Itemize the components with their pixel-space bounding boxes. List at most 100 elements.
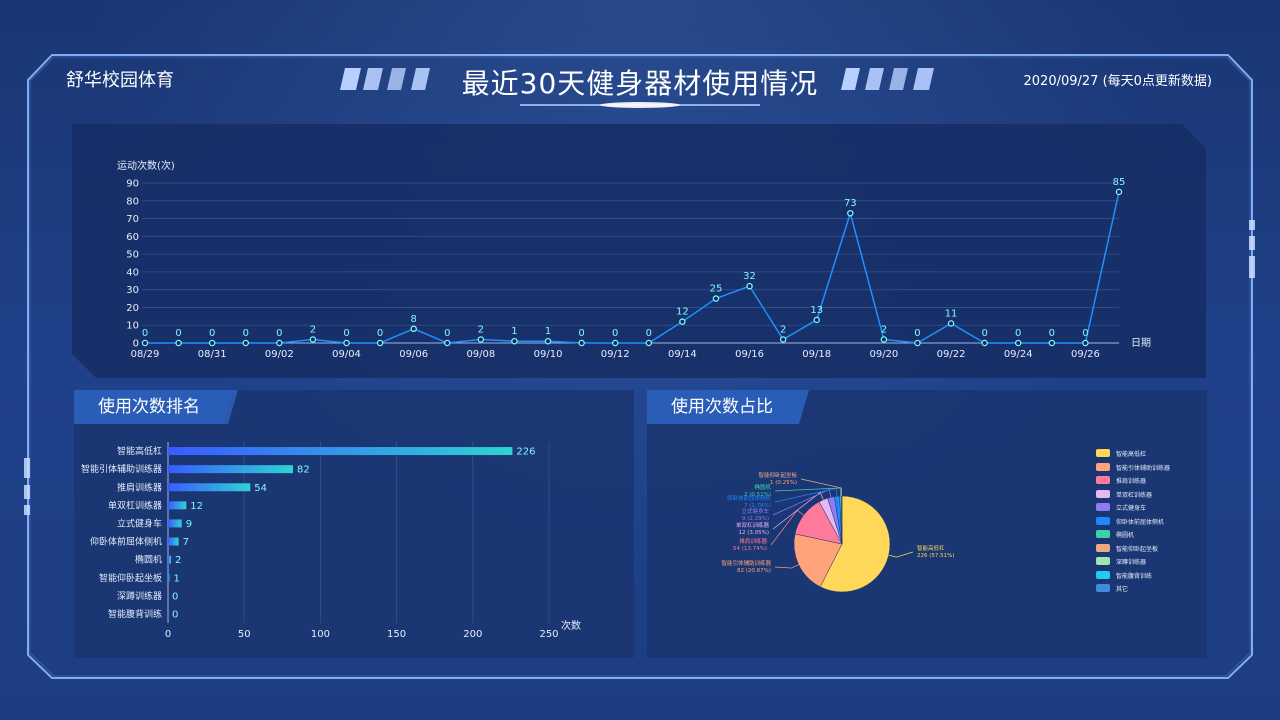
data-point — [847, 209, 854, 217]
legend-swatch — [1096, 584, 1110, 592]
data-point — [1048, 339, 1056, 347]
side-marker-right — [1249, 236, 1255, 250]
y-tick-label: 80 — [126, 196, 139, 207]
brand-name: 舒华校园体育 — [66, 70, 174, 91]
x-axis-label: 日期 — [1131, 337, 1151, 349]
legend-label: 智能引体辅助训练器 — [1116, 464, 1171, 472]
legend-swatch — [1096, 476, 1110, 484]
legend-label: 单双杠训练器 — [1116, 491, 1153, 499]
pie-slice-value: 1 (0.25%) — [770, 480, 797, 486]
bar — [168, 573, 170, 582]
legend-swatch — [1096, 530, 1110, 538]
pie-slice-value: 226 (57.51%) — [917, 553, 955, 559]
data-label: 25 — [710, 284, 723, 295]
y-tick-label: 20 — [126, 303, 139, 314]
x-tick-label: 09/14 — [668, 349, 697, 360]
data-label: 32 — [743, 271, 756, 282]
y-tick-label: 30 — [126, 285, 139, 296]
y-tick-label: 90 — [126, 179, 139, 190]
bar-value-label: 82 — [297, 465, 310, 476]
data-point — [242, 339, 250, 347]
usage-ranking-panel: 使用次数排名 0 50 100 150 200 250 次数 智能高低杠 226 智能引体辅助训练… — [74, 390, 634, 658]
usage-share-title: 使用次数占比 — [671, 397, 773, 417]
legend-swatch — [1096, 516, 1110, 525]
bar — [168, 483, 251, 492]
data-label: 0 — [981, 328, 987, 339]
pie-slice-label: 智能高低杠 — [917, 544, 945, 552]
daily-usage-panel: 0 10 20 30 40 50 60 70 80 90 运动次数(次) 日期 08/29 08/31 09… — [72, 124, 1206, 378]
data-label: 1 — [511, 326, 517, 337]
page-title: 最近30天健身器材使用情况 — [461, 67, 819, 100]
data-label: 0 — [276, 328, 282, 339]
data-label: 0 — [377, 328, 383, 339]
x-tick-label: 50 — [238, 629, 251, 640]
x-tick-label: 09/04 — [332, 349, 361, 360]
data-label: 0 — [612, 328, 618, 339]
category-label: 立式健身车 — [117, 517, 162, 529]
category-label: 智能引体辅助训练器 — [81, 463, 162, 475]
data-point — [175, 339, 182, 347]
data-label: 0 — [142, 328, 148, 339]
data-point — [410, 325, 417, 333]
category-label: 智能高低杠 — [117, 445, 162, 457]
bar — [168, 519, 182, 528]
category-label: 智能腹背训练 — [108, 608, 162, 620]
bar-value-label: 1 — [174, 573, 180, 584]
usage-share-panel: 使用次数占比 智能高低杠 226 (57.51%) 智能引体辅助训练器 82 (20.… — [647, 390, 1207, 658]
legend-label: 其它 — [1116, 586, 1129, 593]
category-label: 深蹲训练器 — [117, 590, 162, 602]
x-tick-label: 09/18 — [802, 349, 831, 360]
side-marker-right — [1249, 256, 1255, 278]
pie-slice-value: 9 (2.29%) — [742, 516, 769, 522]
legend-swatch — [1096, 557, 1110, 565]
category-label: 仰卧体前屈体侧机 — [90, 536, 162, 548]
data-label: 2 — [780, 324, 786, 335]
y-tick-label: 50 — [126, 250, 139, 261]
x-axis-label: 次数 — [561, 619, 581, 632]
y-axis-label: 运动次数(次) — [117, 159, 175, 172]
data-point — [343, 339, 350, 347]
pie-slice-label: 智能仰卧起坐板 — [758, 471, 797, 479]
pie-slice-value: 82 (20.87%) — [737, 568, 771, 574]
data-point — [544, 337, 552, 345]
usage-ranking-title: 使用次数排名 — [98, 397, 200, 417]
x-tick-label: 09/26 — [1071, 349, 1100, 360]
data-point — [276, 339, 283, 347]
pie-slice-label: 推肩训练器 — [739, 537, 767, 545]
data-label: 0 — [914, 328, 920, 339]
y-tick-label: 40 — [126, 267, 139, 278]
data-point — [1082, 339, 1089, 347]
data-point — [981, 339, 988, 347]
data-point — [477, 336, 485, 343]
header-decor-right — [841, 68, 934, 90]
legend-swatch — [1096, 503, 1110, 511]
bar — [168, 555, 172, 564]
pie-leader-line — [772, 491, 824, 530]
usage-share-panel-bg — [647, 390, 1207, 658]
pie-slice-value: 12 (3.05%) — [738, 530, 769, 536]
data-point — [645, 339, 653, 347]
pie-slice-label: 仰卧体前屈体侧机 — [727, 494, 772, 502]
x-tick-label: 08/29 — [131, 349, 160, 360]
header-decor-left — [340, 68, 430, 90]
data-label: 73 — [844, 198, 857, 209]
legend-label: 立式健身车 — [1116, 505, 1147, 512]
data-label: 11 — [945, 308, 958, 319]
bar-value-label: 12 — [190, 501, 203, 512]
legend-label: 智能高低杠 — [1116, 451, 1147, 458]
data-label: 0 — [175, 328, 181, 339]
data-label: 2 — [310, 324, 316, 335]
legend-label: 智能腹背训练 — [1116, 572, 1153, 580]
x-tick-label: 150 — [387, 629, 406, 640]
bar-value-label: 226 — [516, 447, 535, 458]
x-tick-label: 09/10 — [534, 349, 563, 360]
data-label: 0 — [209, 328, 215, 339]
data-point — [880, 336, 888, 343]
data-point — [376, 339, 384, 347]
data-point — [511, 337, 518, 345]
data-label: 13 — [810, 305, 823, 316]
x-tick-label: 200 — [463, 629, 482, 640]
pie-leader-line — [772, 489, 832, 516]
side-marker-left — [24, 505, 30, 515]
